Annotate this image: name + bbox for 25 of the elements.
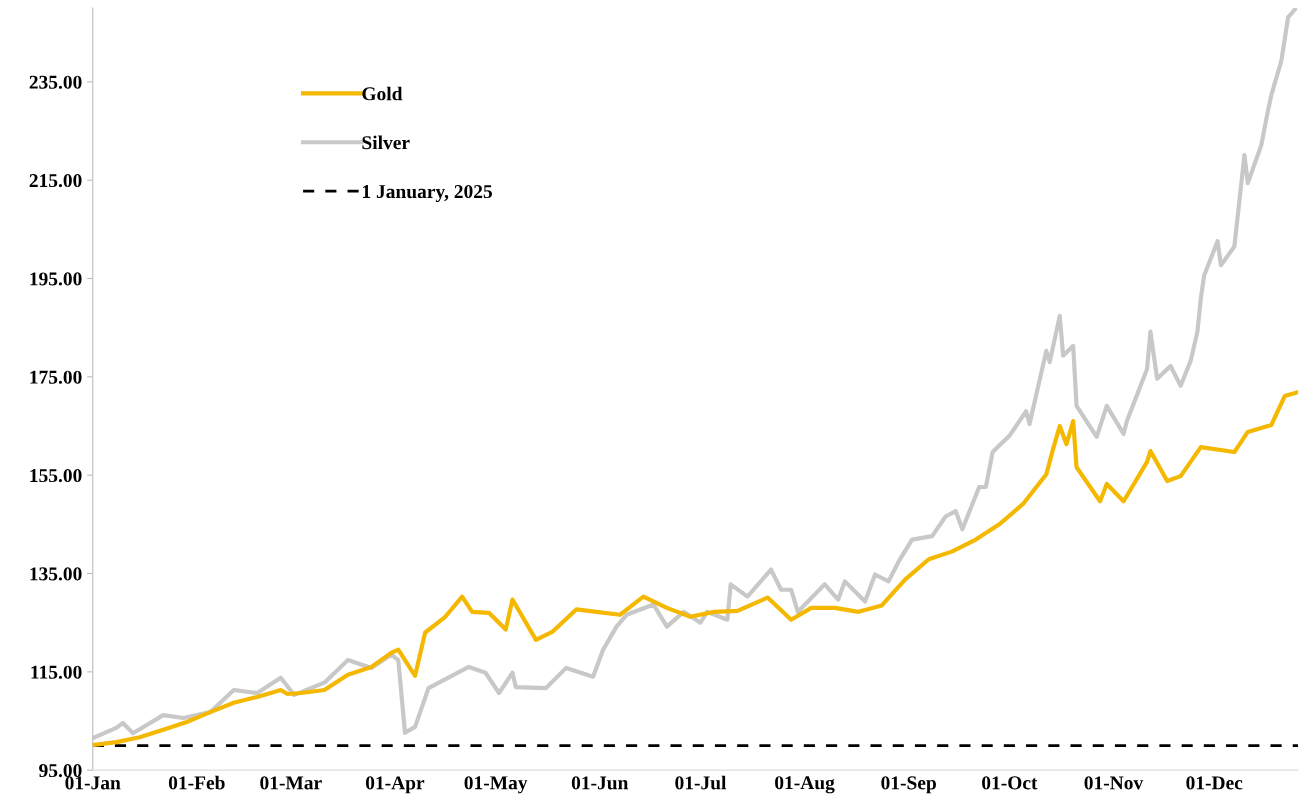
x-tick-label: 01-May bbox=[464, 776, 528, 794]
y-tick-label: 115.00 bbox=[31, 665, 82, 679]
legend-label: Silver bbox=[362, 135, 410, 150]
line-series bbox=[92, 8, 1297, 741]
line-series bbox=[92, 389, 1299, 748]
x-tick-label: 01-Mar bbox=[260, 776, 322, 790]
y-tick-label: 175.00 bbox=[30, 370, 82, 384]
y-tick-label: 135.00 bbox=[30, 567, 82, 581]
y-tick-label: 95.00 bbox=[39, 763, 82, 778]
x-tick-label: 01-Aug bbox=[775, 776, 835, 794]
legend-label: Gold bbox=[362, 86, 403, 101]
y-tick-label: 155.00 bbox=[30, 468, 82, 483]
x-tick-label: 01-Jun bbox=[571, 776, 629, 790]
y-tick-label: 195.00 bbox=[30, 272, 82, 286]
x-tick-label: 01-Dec bbox=[1186, 776, 1243, 790]
x-tick-label: 01-Jul bbox=[675, 775, 727, 790]
x-tick-label: 01-Sep bbox=[881, 776, 936, 794]
x-tick-label: 01-Nov bbox=[1084, 776, 1144, 790]
x-tick-label: 01-Jan bbox=[65, 776, 121, 790]
y-tick-label: 235.00 bbox=[29, 75, 82, 89]
x-tick-label: 01-Feb bbox=[168, 775, 225, 790]
y-tick-label: 215.00 bbox=[29, 173, 82, 188]
legend-label: 1 January, 2025 bbox=[362, 184, 492, 203]
x-tick-label: 01-Apr bbox=[365, 776, 425, 794]
x-tick-label: 01-Oct bbox=[982, 776, 1038, 790]
